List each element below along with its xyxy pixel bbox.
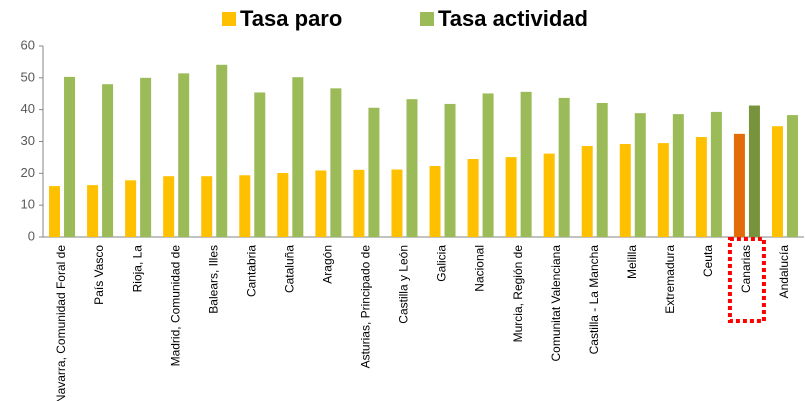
bar (125, 180, 137, 237)
y-tick-label: 0 (28, 228, 35, 243)
bar (695, 137, 707, 237)
bar (520, 91, 532, 237)
bar (292, 77, 304, 238)
bar (368, 107, 380, 237)
x-tick-label: País Vasco (92, 245, 106, 305)
bar (482, 93, 494, 237)
bar (657, 143, 669, 237)
x-tick-label: Asturias, Principado de (359, 245, 373, 369)
bar (239, 175, 251, 237)
bar (543, 153, 555, 237)
x-tick-label: Galicia (435, 245, 449, 282)
x-tick-label: Aragón (321, 245, 335, 284)
bar (201, 176, 213, 237)
x-tick-label: Balears, Illes (206, 245, 220, 314)
legend-swatch (420, 12, 434, 26)
bar (64, 76, 76, 238)
bar (429, 166, 441, 237)
legend-swatch (222, 12, 236, 26)
bar (733, 133, 745, 237)
bar (406, 99, 418, 237)
bar (102, 84, 114, 237)
x-tick-label: Cantabria (244, 245, 258, 297)
legend-label: Tasa actividad (438, 6, 588, 31)
x-tick-label: Murcia, Región de (511, 245, 525, 343)
bar (619, 144, 631, 237)
bar (771, 126, 783, 237)
y-tick-label: 60 (21, 37, 35, 52)
x-tick-label: Extremadura (663, 245, 677, 314)
y-tick-label: 50 (21, 69, 35, 84)
x-tick-label: Castilla - La Mancha (587, 245, 601, 355)
x-tick-label: Andalucía (777, 245, 791, 299)
bar (315, 170, 327, 237)
bar (353, 169, 365, 237)
y-tick-label: 10 (21, 197, 35, 212)
y-tick-label: 30 (21, 133, 35, 148)
bar (163, 176, 175, 237)
bar (710, 111, 722, 237)
bar (178, 73, 190, 237)
x-tick-label: Rioja, La (130, 245, 144, 293)
legend-label: Tasa paro (240, 6, 342, 31)
bar (140, 77, 152, 237)
bar (391, 169, 403, 237)
x-tick-label: Comunitat Valenciana (549, 245, 563, 362)
bar (581, 145, 593, 237)
bar (254, 92, 266, 237)
x-tick-label: Castilla y León (397, 245, 411, 324)
highlight-box (727, 237, 766, 323)
x-tick-label: Cataluña (282, 245, 296, 293)
y-tick-label: 20 (21, 165, 35, 180)
x-tick-label: Navarra, Comunidad Foral de (54, 245, 68, 401)
x-tick-label: Madrid, Comunidad de (168, 245, 182, 367)
x-tick-label: Melilla (625, 245, 639, 279)
bar (49, 186, 61, 237)
bar (786, 115, 798, 237)
x-tick-label: Nacional (473, 245, 487, 292)
bar (216, 64, 228, 237)
bar (444, 103, 456, 237)
y-tick-label: 40 (21, 101, 35, 116)
bar (330, 88, 342, 237)
bar (672, 114, 684, 237)
bar (467, 159, 479, 237)
x-tick-label: Canarias (739, 245, 753, 293)
bar (505, 157, 517, 237)
bar (87, 185, 99, 237)
x-tick-label: Ceuta (701, 245, 715, 277)
bar (596, 102, 608, 238)
bar (748, 105, 760, 237)
bar (634, 113, 646, 237)
bar (558, 97, 570, 237)
bar (277, 173, 289, 237)
